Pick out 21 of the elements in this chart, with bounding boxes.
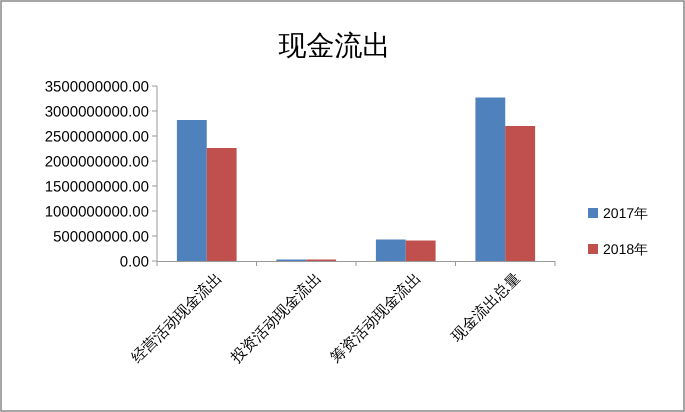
chart-title: 现金流出 xyxy=(278,29,390,62)
y-tick-label: 2500000000.00 xyxy=(44,128,149,146)
bar xyxy=(475,98,506,261)
bar xyxy=(176,120,207,261)
y-tick-label: 500000000.00 xyxy=(53,228,149,246)
legend-label: 2018年 xyxy=(603,240,648,257)
y-tick-label: 2000000000.00 xyxy=(44,153,149,170)
bar xyxy=(406,240,436,261)
legend-label: 2017年 xyxy=(603,204,648,221)
x-tick-label: 现金流出总量 xyxy=(447,268,524,346)
y-tick-label: 3500000000.00 xyxy=(44,78,149,96)
y-tick-label: 1000000000.00 xyxy=(44,203,149,220)
y-tick-label: 0.00 xyxy=(120,253,149,270)
x-tick-label: 投资活动现金流出 xyxy=(226,268,325,368)
y-tick-label: 1500000000.00 xyxy=(44,178,149,196)
bar xyxy=(206,148,237,261)
x-tick-label: 经营活动现金流出 xyxy=(128,268,226,366)
y-tick-label: 3000000000.00 xyxy=(44,103,149,120)
x-tick-label: 筹资活动现金流出 xyxy=(326,268,424,366)
bar xyxy=(505,126,536,261)
bar xyxy=(376,240,406,261)
